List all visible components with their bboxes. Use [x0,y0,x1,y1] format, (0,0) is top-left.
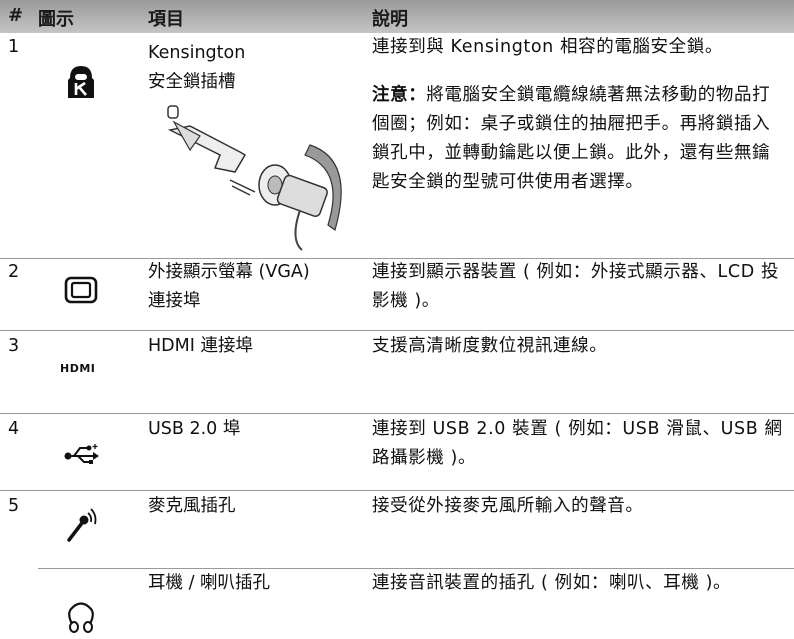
row-number: 1 [8,37,20,57]
header-cell: 說明 [372,9,408,30]
item-text: Kensington [148,43,246,63]
note: 注意：將電腦安全鎖電纜線繞著無法移動的物品打個圈；例如：桌子或鎖住的抽屜把手。再… [372,81,786,197]
hdmi-icon: HDMI [60,362,96,375]
item-text: 耳機 / 喇叭插孔 [148,573,271,593]
row-number: 3 [8,336,20,356]
item-text: 連接埠 [148,291,201,311]
vga-icon [64,276,98,304]
row-separator [0,258,794,259]
description: 連接音訊裝置的插孔 ( 例如：喇叭、耳機 )。 [372,573,732,593]
row-separator [0,413,794,414]
description: 連接到顯示器裝置 ( 例如：外接式顯示器、LCD 投影機 )。 [372,262,780,311]
item-text: 外接顯示螢幕 (VGA) [148,262,310,282]
note-label: 注意： [372,85,427,105]
row-separator [0,330,794,331]
usb-icon [64,444,99,464]
table-header: # 圖示 項目 說明 [0,0,794,33]
row-number: 4 [8,419,20,439]
header-cell: 項目 [148,9,184,30]
mic-icon [67,508,97,542]
headphone-icon [68,602,94,633]
header-cell: 圖示 [38,9,74,30]
item-text: 麥克風插孔 [148,496,236,516]
description: 連接到與 Kensington 相容的電腦安全鎖。 [372,37,723,57]
header-cell: # [8,5,24,26]
description: 接受從外接麥克風所輸入的聲音。 [372,496,644,516]
item-text: USB 2.0 埠 [148,419,241,439]
description: 支援高清晰度數位視訊連線。 [372,336,608,356]
row-number: 2 [8,262,20,282]
kensington-illustration [167,105,342,251]
row-number: 5 [8,496,20,516]
item-text: 安全鎖插槽 [148,72,236,92]
row-separator [0,490,794,491]
kensington-icon [68,66,94,98]
item-text: HDMI 連接埠 [148,336,253,356]
description: 連接到 USB 2.0 裝置 ( 例如：USB 滑鼠、USB 網路攝影機 )。 [372,419,783,468]
row-separator [38,568,794,569]
note-text: 將電腦安全鎖電纜線繞著無法移動的物品打個圈；例如：桌子或鎖住的抽屜把手。再將鎖插… [372,85,771,192]
